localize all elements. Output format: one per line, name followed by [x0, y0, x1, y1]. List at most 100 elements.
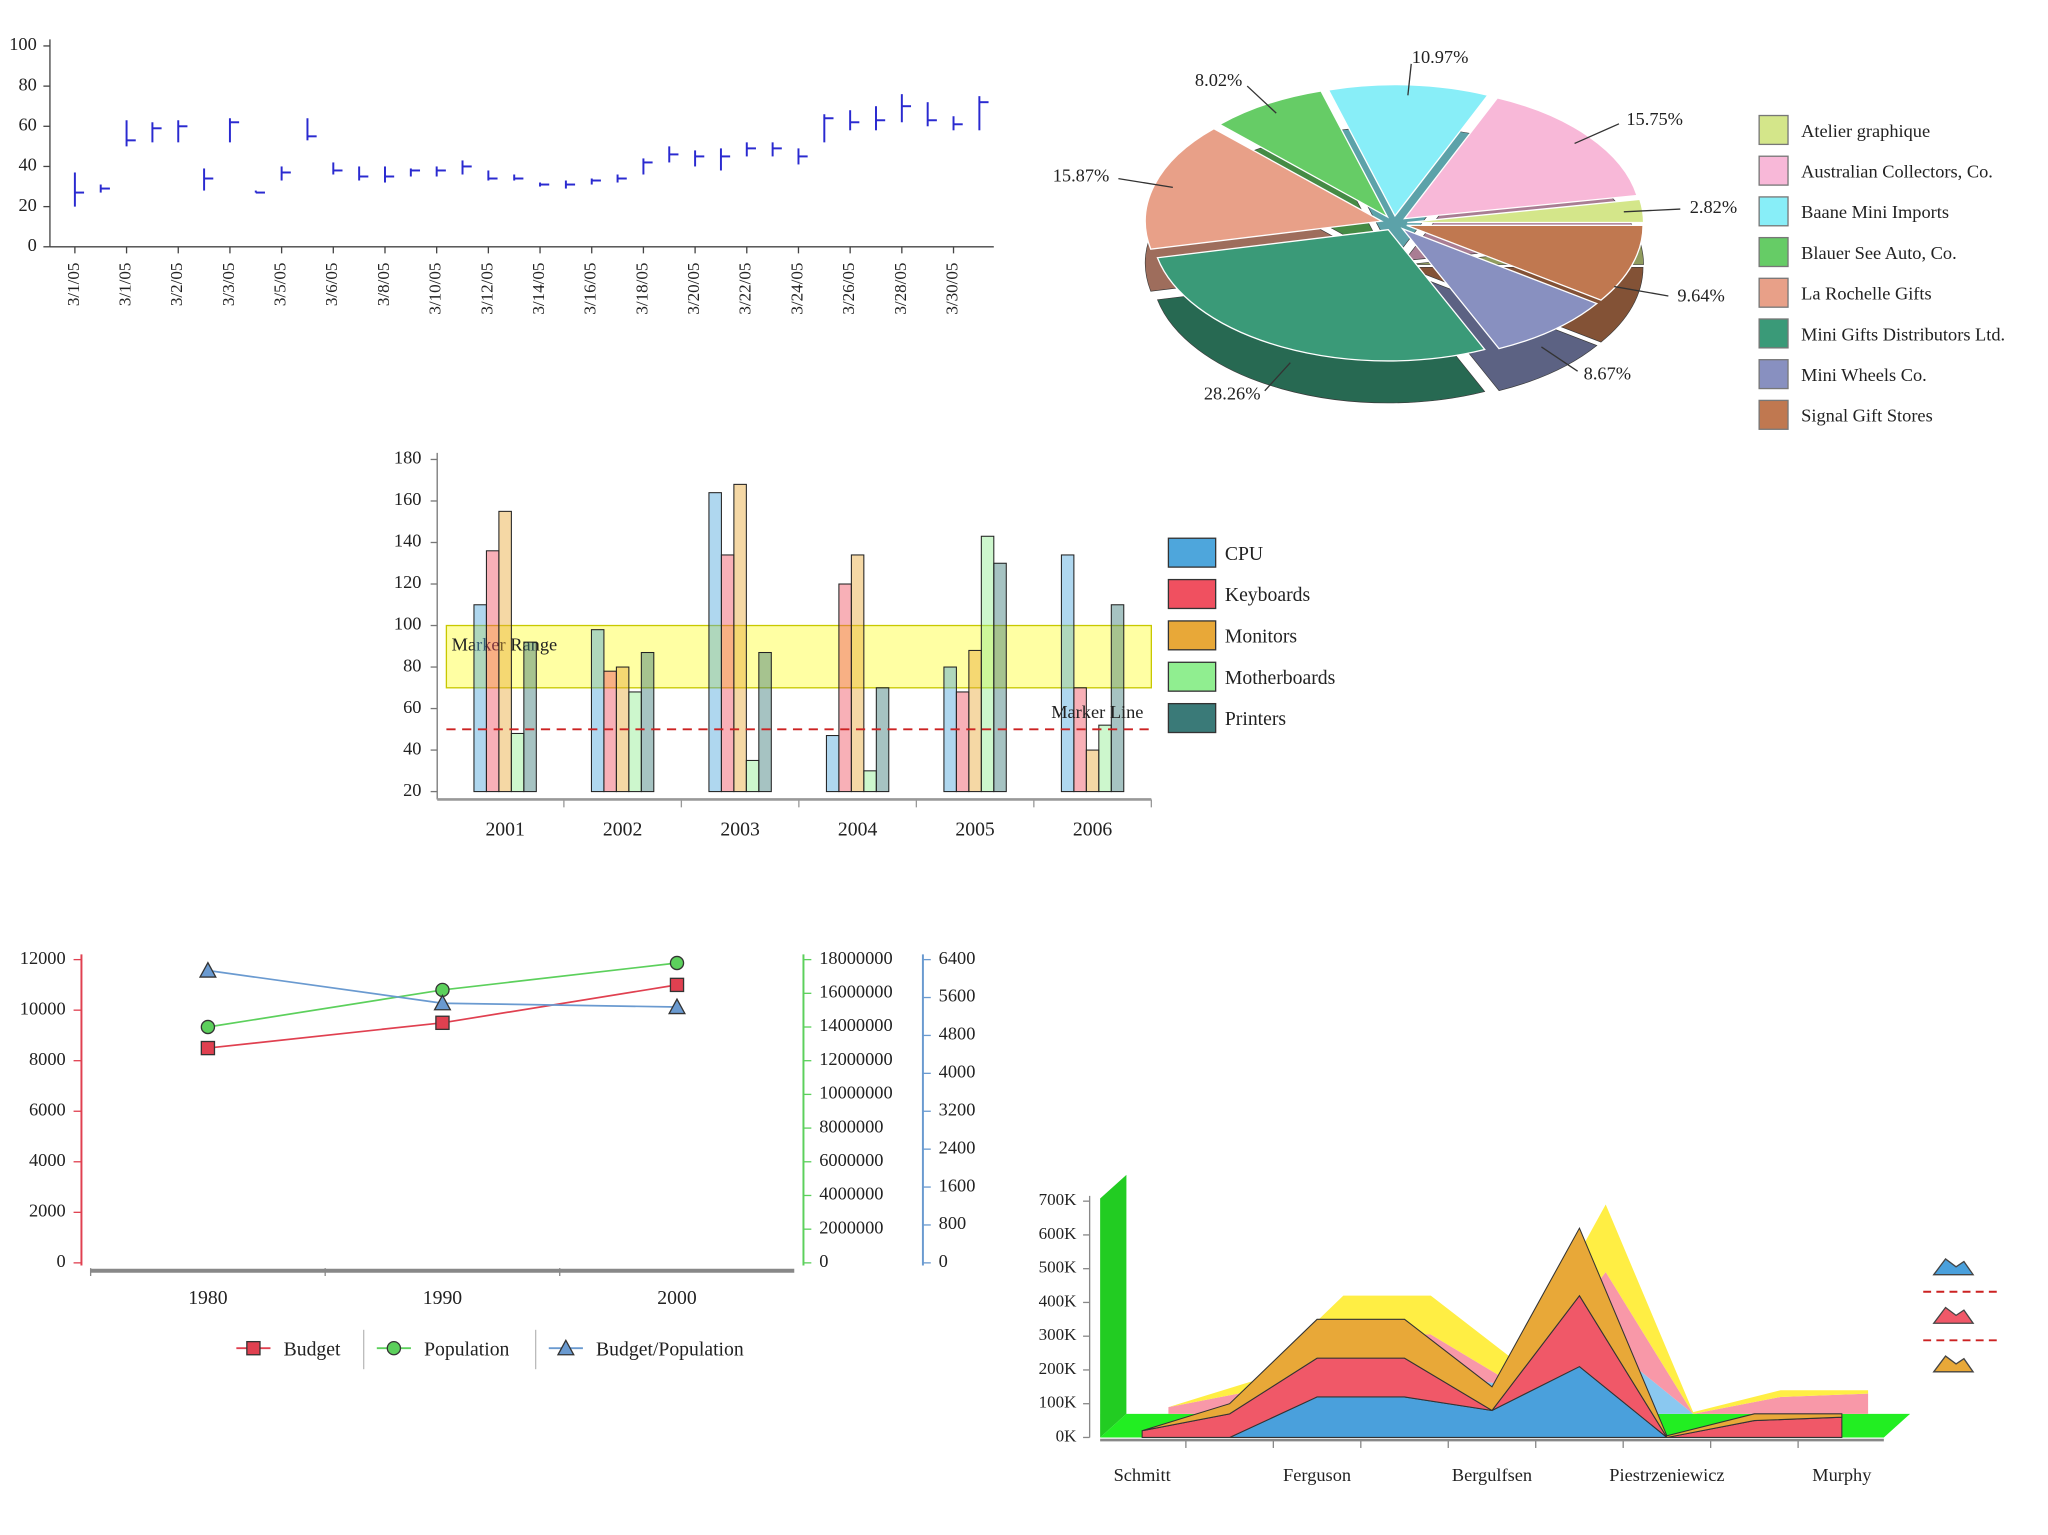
x-tick-label: 3/12/05 [477, 263, 496, 315]
y-tick-label: 400K [1039, 1291, 1078, 1310]
x-tick-label: 2005 [955, 818, 995, 840]
wall [1100, 1174, 1127, 1438]
bar [850, 554, 865, 793]
bar [1110, 604, 1125, 793]
legend-label: Budget [284, 1338, 341, 1360]
legend-label: Keyboards [1225, 584, 1310, 606]
y-tick-label: 16000000 [819, 982, 892, 1002]
x-tick-label: 3/22/05 [736, 263, 755, 315]
x-tick-label: 3/10/05 [426, 263, 445, 315]
bar [863, 770, 877, 793]
marker [200, 1019, 216, 1035]
legend-label: Blauer See Auto, Co. [1801, 243, 1957, 263]
bar [1073, 687, 1087, 793]
legend-swatch [1758, 236, 1789, 268]
leader-line [1614, 285, 1669, 297]
y-tick-label: 2000 [29, 1201, 66, 1221]
legend-swatch [1758, 277, 1789, 308]
y-tick-label: 80 [403, 655, 421, 675]
y-tick-label: 0K [1056, 1426, 1078, 1445]
legend-swatch [1758, 196, 1789, 227]
bar [720, 554, 735, 793]
bar [825, 735, 840, 793]
leader-line [1623, 208, 1681, 213]
y-tick-label: 14000000 [819, 1015, 892, 1035]
y-tick-label: 1600 [939, 1175, 976, 1195]
y-tick-label: 0 [939, 1251, 948, 1271]
y-tick-label: 40 [403, 738, 421, 758]
x-tick-label: 3/8/05 [374, 263, 393, 307]
legend-swatch [1167, 620, 1217, 651]
x-tick-label: 3/28/05 [891, 263, 910, 315]
y-tick-label: 5600 [939, 986, 976, 1006]
bar [745, 759, 760, 793]
bar [733, 483, 747, 793]
pie-value-label: 8.02% [1195, 70, 1242, 90]
x-tick-label: 2004 [838, 818, 878, 840]
legend-label: Monitors [1225, 626, 1297, 648]
bar [758, 651, 772, 793]
pie-value-label: 15.75% [1626, 109, 1683, 129]
y-tick-label: 8000000 [819, 1116, 883, 1136]
x-tick-label: 3/26/05 [839, 263, 858, 315]
y-tick-label: 300K [1039, 1325, 1078, 1344]
y-tick-label: 8000 [29, 1049, 66, 1069]
bar [523, 641, 537, 793]
bar [498, 510, 512, 793]
x-tick-label: 2000 [657, 1287, 697, 1309]
bar [1060, 554, 1075, 793]
pie-value-label: 10.97% [1412, 47, 1469, 67]
y-tick-label: 6000 [29, 1099, 66, 1119]
y-tick-label: 0 [28, 235, 37, 255]
x-tick-label: 1980 [188, 1287, 228, 1309]
legend-label: Baane Mini Imports [1801, 202, 1949, 222]
marker [386, 1340, 402, 1356]
bar [590, 629, 605, 793]
y-tick-label: 100K [1039, 1393, 1078, 1412]
legend-label: Mini Gifts Distributors Ltd. [1801, 324, 2005, 344]
marker [433, 993, 452, 1011]
marker-range [445, 624, 1152, 689]
bar [838, 583, 852, 793]
marker [246, 1340, 261, 1356]
x-tick-label: 3/30/05 [942, 263, 961, 315]
legend-swatch [1167, 537, 1217, 568]
x-tick-label: 1990 [423, 1287, 463, 1309]
x-tick-label: 2002 [603, 818, 642, 840]
legend-swatch [1758, 114, 1789, 146]
legend-label: CPU [1225, 543, 1263, 565]
pie-value-label: 9.64% [1677, 286, 1724, 306]
x-tick-label: Ferguson [1283, 1465, 1351, 1485]
bar [603, 670, 617, 793]
leader-line [1246, 85, 1277, 114]
x-tick-label: Bergulfsen [1452, 1465, 1532, 1485]
y-tick-label: 160 [394, 489, 422, 509]
x-tick-label: 3/5/05 [271, 263, 290, 307]
bar [993, 562, 1007, 793]
marker [668, 997, 686, 1015]
bar [628, 691, 642, 793]
legend-icon [1932, 1306, 1975, 1324]
legend-swatch [1758, 318, 1789, 349]
legend-icon [1932, 1258, 1975, 1276]
legend-label: Budget/Population [596, 1338, 744, 1360]
y-tick-label: 6400 [939, 948, 976, 968]
legend-swatch [1758, 359, 1789, 390]
y-tick-label: 600K [1039, 1224, 1078, 1243]
legend-swatch [1758, 155, 1789, 186]
legend-label: Population [424, 1338, 509, 1360]
bar [955, 691, 970, 793]
y-tick-label: 60 [18, 115, 36, 135]
y-tick-label: 12000 [20, 948, 66, 968]
y-tick-label: 40 [18, 155, 36, 175]
y-tick-label: 4000 [29, 1150, 66, 1170]
y-tick-label: 0 [819, 1251, 828, 1271]
marker [198, 961, 217, 978]
leader-line [1407, 63, 1412, 96]
y-tick-label: 180 [394, 448, 422, 468]
x-tick-label: 3/1/05 [64, 263, 83, 307]
marker-range-label: Marker Range [452, 635, 558, 655]
bar [510, 732, 525, 793]
